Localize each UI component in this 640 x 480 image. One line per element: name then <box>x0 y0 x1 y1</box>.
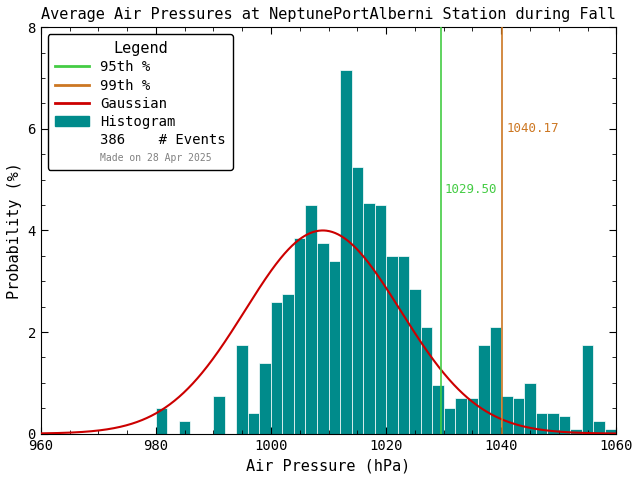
Bar <box>340 71 351 433</box>
Bar <box>351 167 363 433</box>
Bar <box>570 429 582 433</box>
Bar <box>582 345 593 433</box>
Bar <box>363 203 374 433</box>
Bar <box>547 413 559 433</box>
Bar <box>409 289 420 433</box>
Bar <box>478 345 490 433</box>
Bar <box>317 243 328 433</box>
Bar <box>282 294 294 433</box>
Bar <box>179 421 190 433</box>
Text: 1029.50: 1029.50 <box>445 183 497 196</box>
Bar <box>501 396 513 433</box>
Bar <box>444 408 455 433</box>
Bar <box>305 205 317 433</box>
Bar <box>432 385 444 433</box>
Bar <box>397 256 409 433</box>
Bar <box>605 429 616 433</box>
Bar <box>259 362 271 433</box>
Bar <box>490 327 501 433</box>
Bar <box>386 256 397 433</box>
Bar <box>593 421 605 433</box>
Bar <box>156 408 168 433</box>
Y-axis label: Probability (%): Probability (%) <box>7 162 22 299</box>
Bar <box>328 261 340 433</box>
Bar <box>467 398 478 433</box>
Bar <box>420 327 432 433</box>
Bar <box>213 396 225 433</box>
Bar <box>524 383 536 433</box>
Bar <box>374 205 386 433</box>
Bar <box>455 398 467 433</box>
Bar <box>513 398 524 433</box>
Bar <box>536 413 547 433</box>
Text: 1040.17: 1040.17 <box>506 122 559 135</box>
Legend: 95th %, 99th %, Gaussian, Histogram, 386    # Events, Made on 28 Apr 2025: 95th %, 99th %, Gaussian, Histogram, 386… <box>48 34 233 170</box>
Bar <box>294 238 305 433</box>
Bar <box>248 413 259 433</box>
Bar <box>271 301 282 433</box>
Title: Average Air Pressures at NeptunePortAlberni Station during Fall: Average Air Pressures at NeptunePortAlbe… <box>41 7 616 22</box>
X-axis label: Air Pressure (hPa): Air Pressure (hPa) <box>246 458 411 473</box>
Bar <box>559 416 570 433</box>
Bar <box>236 345 248 433</box>
